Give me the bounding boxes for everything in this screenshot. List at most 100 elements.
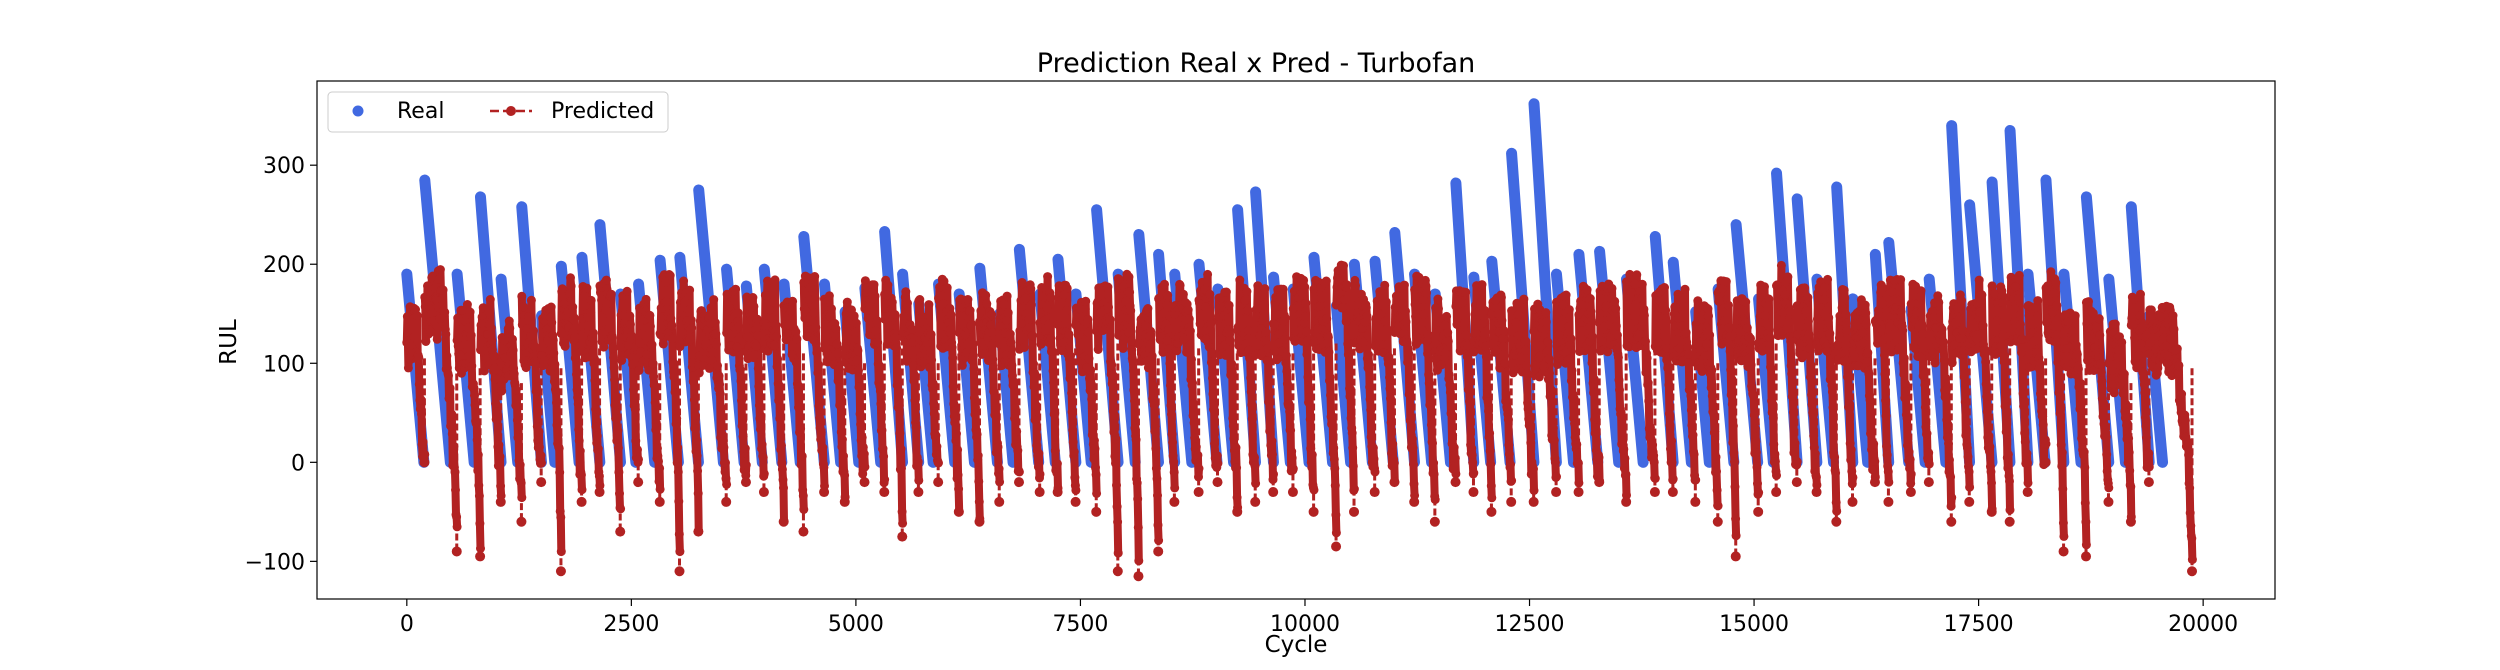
- legend-predicted-marker: [506, 106, 516, 116]
- predicted-point: [627, 331, 636, 341]
- predicted-point: [1564, 305, 1574, 315]
- predicted-point: [552, 398, 561, 408]
- predicted-point: [1261, 327, 1271, 337]
- predicted-point: [1195, 319, 1205, 329]
- predicted-point: [2156, 312, 2166, 322]
- predicted-point: [1990, 289, 2000, 299]
- predicted-point: [1264, 397, 1274, 407]
- predicted-point: [1240, 295, 1250, 305]
- predicted-point: [2140, 388, 2150, 398]
- predicted-point: [1663, 364, 1673, 374]
- predicted-point: [1760, 282, 1769, 292]
- predicted-point: [658, 339, 668, 349]
- predicted-point: [1301, 327, 1311, 337]
- predicted-point: [1664, 380, 1674, 390]
- predicted-point: [1147, 351, 1157, 361]
- predicted-point: [1735, 327, 1745, 337]
- predicted-point: [1681, 328, 1691, 338]
- predicted-point: [1745, 344, 1755, 354]
- predicted-point: [1661, 305, 1671, 315]
- predicted-point: [1899, 353, 1909, 363]
- predicted-point: [827, 304, 836, 314]
- predicted-point: [965, 306, 975, 315]
- predicted-point: [706, 303, 716, 313]
- predicted-point: [1573, 487, 1584, 498]
- predicted-point: [2187, 566, 2198, 577]
- predicted-point: [786, 306, 796, 316]
- predicted-point: [1034, 487, 1045, 498]
- predicted-point: [1753, 506, 1764, 517]
- predicted-point: [1208, 373, 1217, 383]
- predicted-point: [1607, 283, 1617, 293]
- x-axis-ticks: 0 2500 5000 7500 10000 12500 15000 17500 20000: [400, 599, 2238, 637]
- legend-real-marker: [352, 105, 364, 117]
- predicted-point: [970, 410, 980, 419]
- predicted-point: [605, 310, 615, 320]
- predicted-point: [1960, 369, 1970, 379]
- predicted-point: [1615, 385, 1624, 395]
- predicted-point: [819, 462, 829, 472]
- predicted-point: [1986, 506, 1997, 517]
- predicted-point: [1250, 496, 1261, 507]
- predicted-point: [855, 409, 865, 419]
- predicted-point: [1805, 343, 1815, 353]
- predicted-point: [1594, 453, 1604, 463]
- predicted-point: [2107, 365, 2117, 375]
- predicted-point: [1982, 407, 1992, 417]
- predicted-point: [1957, 296, 1966, 306]
- predicted-point: [1109, 427, 1119, 437]
- predicted-point: [2011, 282, 2020, 292]
- predicted-point: [1541, 317, 1551, 327]
- predicted-point: [635, 338, 645, 348]
- x-tick-label: 15000: [1719, 612, 1789, 637]
- predicted-point: [773, 354, 783, 364]
- predicted-point: [1833, 340, 1843, 350]
- predicted-point: [1528, 496, 1539, 507]
- predicted-point: [948, 353, 958, 363]
- predicted-point: [1471, 329, 1481, 339]
- legend-predicted-label: Predicted: [551, 99, 654, 124]
- predicted-point: [2017, 334, 2027, 344]
- predicted-point: [545, 366, 555, 376]
- predicted-point: [1686, 391, 1696, 401]
- predicted-point: [1499, 326, 1509, 336]
- predicted-point: [1070, 496, 1081, 507]
- predicted-point: [1545, 368, 1554, 378]
- predicted-point: [1133, 571, 1144, 582]
- predicted-point: [1341, 317, 1351, 327]
- predicted-point: [1005, 329, 1015, 339]
- predicted-point: [791, 327, 801, 337]
- predicted-point: [1974, 275, 1984, 285]
- predicted-point: [731, 284, 741, 294]
- predicted-point: [753, 330, 763, 340]
- predicted-point: [1385, 384, 1395, 394]
- predicted-point: [560, 341, 570, 351]
- predicted-point: [1344, 347, 1354, 357]
- predicted-point: [1741, 297, 1751, 307]
- predicted-point: [987, 310, 997, 319]
- predicted-point: [568, 302, 578, 312]
- predicted-point: [914, 475, 924, 485]
- predicted-point: [1707, 365, 1717, 375]
- predicted-point: [957, 360, 967, 370]
- predicted-point: [1674, 313, 1684, 323]
- predicted-point: [2054, 388, 2064, 398]
- predicted-point: [1029, 359, 1038, 369]
- predicted-point: [512, 415, 522, 425]
- predicted-point: [447, 429, 457, 439]
- predicted-point: [913, 487, 924, 498]
- predicted-point: [1324, 347, 1334, 357]
- predicted-point: [1026, 284, 1036, 294]
- y-axis-label: RUL: [216, 319, 242, 365]
- predicted-point: [622, 286, 632, 296]
- predicted-point: [851, 318, 861, 328]
- predicted-point: [1804, 329, 1814, 339]
- predicted-point: [419, 457, 430, 468]
- predicted-point: [1048, 346, 1057, 356]
- predicted-point: [883, 280, 893, 290]
- predicted-point: [853, 346, 863, 356]
- predicted-point: [750, 350, 759, 360]
- predicted-point: [654, 476, 664, 486]
- predicted-point: [610, 400, 620, 410]
